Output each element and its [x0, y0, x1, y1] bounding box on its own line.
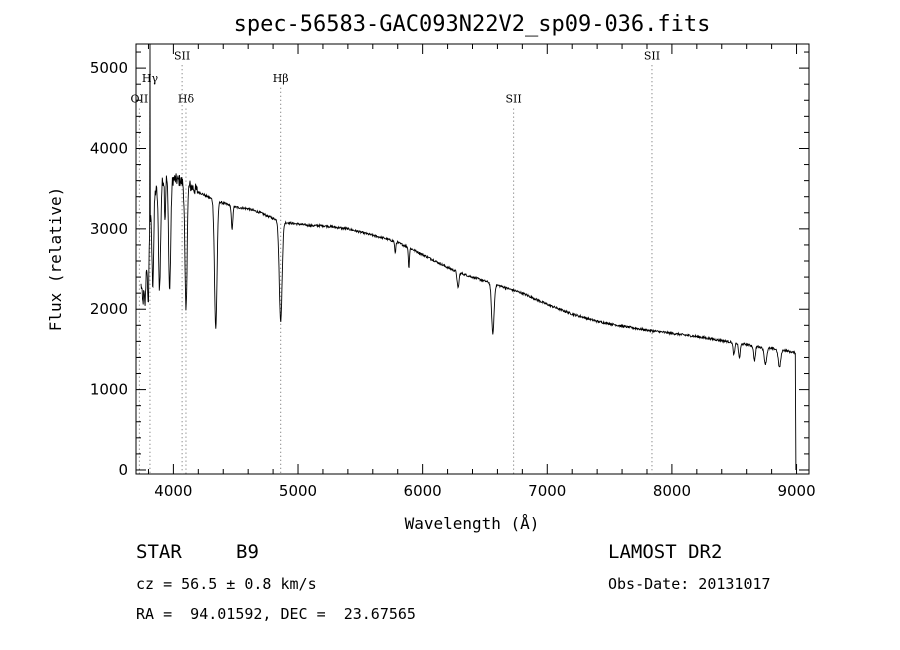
- x-tick-label: 8000: [653, 482, 691, 500]
- object-type: STAR: [136, 541, 182, 563]
- y-axis-label: Flux (relative): [46, 187, 65, 332]
- survey-name: LAMOST DR2: [608, 541, 723, 563]
- line-marker-label: Hδ: [178, 93, 195, 106]
- x-tick-label: 5000: [279, 482, 317, 500]
- plot-frame: [135, 43, 810, 475]
- spectrum-line: [140, 43, 797, 471]
- axis-ticks: 4000 5000 6000 7000 8000 9000 0 1000 2000 3000 400…: [90, 44, 816, 500]
- line-marker-label: SII: [506, 93, 522, 106]
- x-axis-label: Wavelength (Å): [405, 514, 540, 533]
- line-marker-label: Hβ: [273, 72, 289, 85]
- line-marker-label: SII: [174, 49, 190, 62]
- x-tick-label: 6000: [404, 482, 442, 500]
- object-subclass: B9: [236, 541, 259, 563]
- observation-date: Obs-Date: 20131017: [608, 575, 771, 593]
- line-marker-label: SII: [644, 49, 660, 62]
- x-tick-label: 7000: [528, 482, 566, 500]
- y-tick-label: 2000: [90, 300, 128, 318]
- y-tick-label: 1000: [90, 381, 128, 399]
- y-tick-label: 3000: [90, 220, 128, 238]
- chart-title: spec-56583-GAC093N22V2_sp09-036.fits: [234, 12, 711, 37]
- redshift-cz: cz = 56.5 ± 0.8 km/s: [136, 575, 317, 593]
- x-tick-label: 9000: [777, 482, 815, 500]
- line-marker-label: OII: [131, 93, 149, 106]
- y-tick-label: 4000: [90, 139, 128, 157]
- y-tick-label: 0: [118, 461, 128, 479]
- y-tick-label: 5000: [90, 59, 128, 77]
- x-tick-label: 4000: [154, 482, 192, 500]
- ra-dec-coordinates: RA = 94.01592, DEC = 23.67565: [136, 605, 416, 623]
